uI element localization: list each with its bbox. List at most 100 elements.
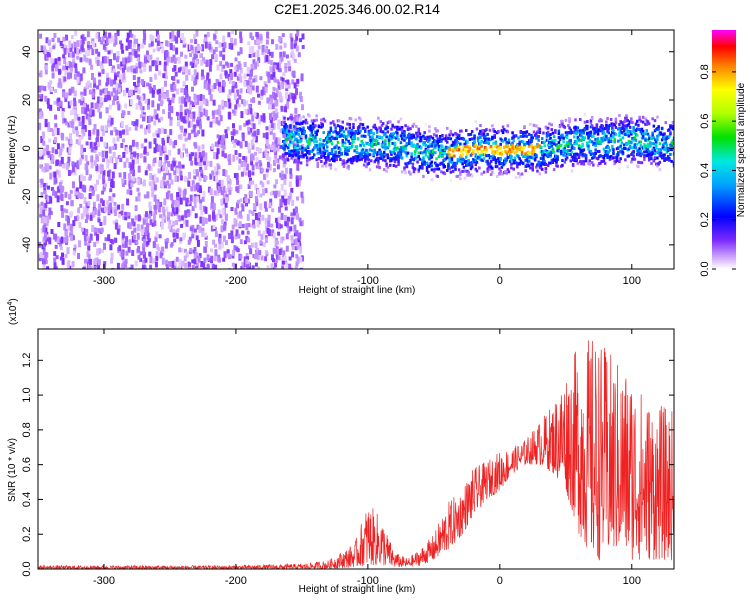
heatmap-cell (316, 161, 319, 165)
heatmap-cell (301, 45, 305, 49)
heatmap-cell (234, 207, 238, 215)
heatmap-cell (171, 199, 175, 205)
heatmap-cell (289, 168, 293, 175)
heatmap-cell (159, 252, 163, 259)
heatmap-cell (157, 47, 161, 52)
heatmap-cell (63, 76, 67, 82)
heatmap-cell (249, 87, 253, 95)
heatmap-cell (577, 138, 581, 142)
heatmap-cell (189, 103, 192, 111)
heatmap-cell (476, 136, 480, 140)
heatmap-cell (322, 131, 325, 134)
heatmap-cell (532, 130, 536, 134)
heatmap-cell (165, 206, 169, 212)
heatmap-cell (58, 68, 61, 75)
heatmap-cell (394, 164, 398, 168)
heatmap-cell (632, 126, 635, 129)
heatmap-cell (364, 152, 367, 156)
heatmap-cell (50, 229, 54, 234)
heatmap-cell (151, 258, 155, 264)
heatmap-cell (136, 95, 140, 100)
heatmap-cell (522, 146, 525, 150)
heatmap-cell (106, 56, 110, 64)
heatmap-cell (40, 178, 44, 185)
heatmap-cell (258, 250, 262, 256)
heatmap-cell (129, 267, 132, 269)
heatmap-cell (139, 124, 143, 129)
heatmap-cell (523, 125, 526, 129)
heatmap-cell (160, 222, 164, 230)
heatmap-cell (168, 219, 172, 226)
heatmap-cell (90, 162, 94, 169)
heatmap-cell (619, 129, 622, 133)
heatmap-cell (322, 143, 325, 147)
heatmap-cell (391, 124, 394, 128)
heatmap-cell (379, 127, 382, 131)
heatmap-cell (93, 148, 97, 153)
heatmap-cell (133, 234, 136, 240)
heatmap-cell (637, 123, 640, 127)
heatmap-cell (97, 51, 101, 57)
heatmap-cell (520, 153, 524, 157)
heatmap-cell (155, 113, 159, 119)
heatmap-cell (248, 245, 252, 250)
heatmap-cell (69, 47, 73, 52)
heatmap-cell (131, 164, 135, 170)
heatmap-cell (83, 263, 87, 269)
heatmap-cell (355, 145, 359, 149)
heatmap-cell (64, 253, 68, 258)
heatmap-cell (266, 265, 270, 269)
heatmap-cell (508, 144, 512, 148)
heatmap-cell (353, 149, 356, 153)
heatmap-cell (192, 111, 196, 119)
heatmap-cell (506, 156, 510, 160)
heatmap-cell (173, 65, 177, 72)
heatmap-cell (403, 168, 406, 172)
heatmap-cell (200, 261, 204, 267)
heatmap-cell (134, 66, 138, 74)
heatmap-cell (595, 126, 599, 130)
heatmap-cell (454, 164, 457, 168)
heatmap-cell (80, 194, 84, 199)
heatmap-cell (259, 39, 263, 44)
heatmap-cell (281, 77, 285, 82)
heatmap-cell (48, 138, 52, 143)
heatmap-cell (78, 121, 82, 127)
heatmap-cell (113, 80, 117, 85)
heatmap-cell (246, 85, 250, 93)
heatmap-cell (249, 69, 253, 77)
heatmap-cell (70, 43, 73, 49)
heatmap-cell (110, 130, 113, 136)
heatmap-cell (582, 162, 586, 166)
heatmap-cell (398, 125, 401, 129)
heatmap-cell (238, 73, 242, 78)
heatmap-cell (647, 135, 651, 139)
heatmap-cell (550, 139, 553, 143)
heatmap-cell (224, 213, 228, 221)
heatmap-cell (497, 130, 500, 133)
heatmap-cell (246, 214, 250, 221)
heatmap-cell (262, 132, 266, 138)
heatmap-cell (41, 253, 45, 260)
heatmap-cell (375, 139, 379, 143)
heatmap-cell (618, 160, 621, 163)
heatmap-cell (44, 182, 48, 188)
heatmap-cell (252, 123, 256, 130)
heatmap-cell (201, 75, 205, 80)
heatmap-cell (373, 148, 376, 152)
heatmap-cell (201, 227, 205, 232)
heatmap-cell (410, 155, 413, 159)
heatmap-cell (82, 266, 86, 269)
heatmap-cell (38, 85, 42, 93)
heatmap-cell (360, 139, 363, 143)
heatmap-cell (137, 88, 141, 94)
heatmap-cell (221, 150, 225, 157)
heatmap-cell (172, 45, 175, 52)
heatmap-cell (142, 247, 146, 255)
heatmap-cell (132, 40, 136, 48)
heatmap-cell (299, 96, 303, 103)
heatmap-cell (122, 215, 126, 220)
heatmap-cell (618, 114, 621, 117)
heatmap-cell (103, 142, 107, 148)
heatmap-cell (60, 236, 64, 244)
